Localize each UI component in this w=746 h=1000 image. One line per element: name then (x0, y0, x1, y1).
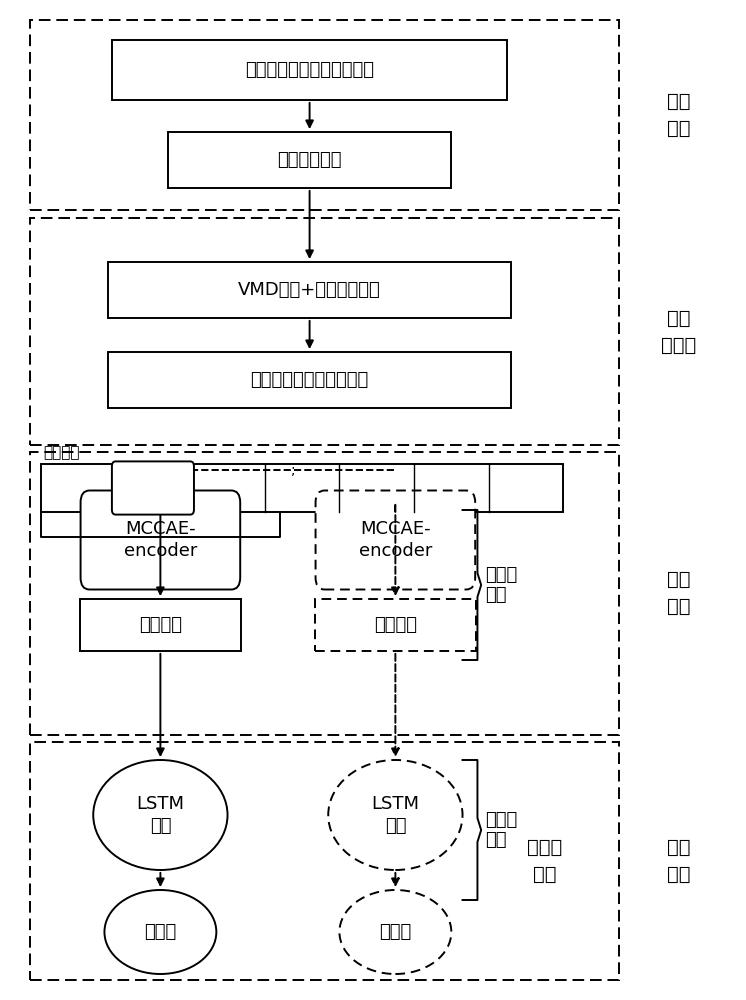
Text: 寿命
预测: 寿命 预测 (667, 838, 691, 884)
Bar (108, 262, 511, 318)
Bar (81, 599, 240, 651)
Text: 预测值: 预测值 (144, 923, 177, 941)
Text: 时序特征: 时序特征 (139, 616, 182, 634)
Text: MCCAE-
encoder: MCCAE- encoder (359, 520, 432, 560)
Text: 预测值: 预测值 (379, 923, 412, 941)
FancyBboxPatch shape (81, 490, 240, 589)
Ellipse shape (104, 890, 216, 974)
Text: 有效片段: 有效片段 (43, 445, 80, 460)
Text: 原始振动信号: 原始振动信号 (278, 151, 342, 169)
Ellipse shape (93, 760, 228, 870)
FancyBboxPatch shape (316, 490, 475, 589)
Text: 无监督
学习: 无监督 学习 (485, 566, 517, 604)
Bar (41, 464, 563, 512)
Text: 基于短时能量的双门限法: 基于短时能量的双门限法 (251, 371, 369, 389)
Bar (112, 40, 507, 100)
Ellipse shape (339, 890, 451, 974)
Bar (108, 353, 511, 408)
Text: 数据
预处理: 数据 预处理 (661, 309, 697, 355)
Bar (30, 20, 619, 210)
Bar (30, 452, 619, 735)
Text: VMD分解+互相关系数法: VMD分解+互相关系数法 (238, 281, 381, 299)
Text: 有监督
学习: 有监督 学习 (527, 838, 562, 884)
Text: 数据
获取: 数据 获取 (667, 92, 691, 138)
Bar (168, 132, 451, 188)
Text: 有监督
学习: 有监督 学习 (485, 811, 517, 849)
Text: LSTM
网络: LSTM 网络 (372, 795, 419, 835)
Text: 特征
提取: 特征 提取 (667, 570, 691, 616)
FancyBboxPatch shape (112, 461, 194, 515)
Text: 时序特征: 时序特征 (374, 616, 417, 634)
Text: LSTM
网络: LSTM 网络 (137, 795, 184, 835)
Bar (30, 218, 619, 445)
Text: 机械寿命实验系统测量信号: 机械寿命实验系统测量信号 (245, 61, 374, 79)
Text: ;: ; (290, 463, 295, 477)
Text: MCCAE-
encoder: MCCAE- encoder (124, 520, 197, 560)
Bar (30, 742, 619, 980)
Ellipse shape (328, 760, 463, 870)
Bar (316, 599, 476, 651)
